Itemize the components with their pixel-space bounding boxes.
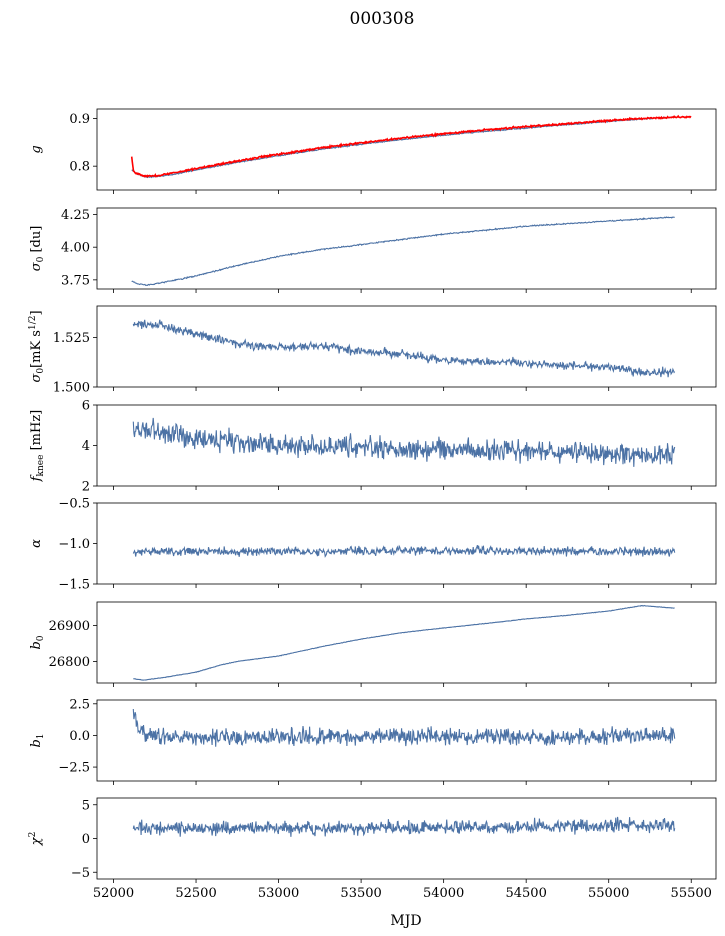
x-tick-label: 54000	[423, 886, 464, 901]
y-axis-label: fknee [mHz]	[29, 410, 46, 483]
series-line	[132, 816, 676, 837]
x-tick-label: 53500	[340, 886, 381, 901]
series-line	[132, 544, 676, 558]
axes-frame	[96, 699, 717, 782]
series-line	[130, 114, 692, 178]
series-line	[133, 604, 675, 681]
figure-title: 000308	[350, 9, 415, 29]
panel-4: 2 4 6 fknee [mHz]	[29, 399, 717, 495]
y-tick-label: 0.9	[69, 112, 90, 127]
y-axis-label: χ2	[28, 832, 44, 847]
axes-frame	[96, 207, 717, 290]
panel-2: 3.75 4.00 4.25 σ0 [du]	[29, 207, 717, 293]
y-tick-label: −1.5	[58, 578, 90, 593]
y-tick-label: 26800	[49, 655, 90, 670]
x-axis-label: MJD	[390, 913, 421, 929]
series-line	[132, 417, 676, 467]
y-tick-label: 4	[82, 439, 90, 454]
y-axis-label: σ0[mK s1/2]	[28, 310, 46, 382]
axes-frame	[96, 797, 717, 880]
y-tick-label: 4.00	[61, 241, 90, 256]
y-tick-label: 5	[82, 798, 90, 813]
y-axis-label: σ0 [du]	[29, 226, 46, 272]
axes-frame	[96, 108, 717, 191]
y-tick-label: 2	[82, 480, 90, 495]
axes-frame	[96, 601, 717, 684]
y-tick-label: −2.5	[58, 761, 90, 776]
axes-frame	[96, 502, 717, 585]
x-tick-label: 55000	[588, 886, 629, 901]
panel-8: −5 0 5 52000 52500 53000 53500 54000 54500 55000 5…	[28, 797, 717, 901]
series-line	[131, 116, 676, 179]
y-tick-label: 3.75	[61, 273, 90, 288]
x-tick-label: 52000	[93, 886, 134, 901]
y-tick-label: 6	[82, 399, 90, 414]
y-tick-label: −0.5	[58, 497, 90, 512]
panel-5: −1.5 −1.0 −0.5 α	[29, 497, 717, 593]
y-tick-label: 4.25	[61, 208, 90, 223]
x-tick-label: 54500	[505, 886, 546, 901]
series-line	[131, 216, 675, 286]
series-line	[132, 319, 676, 378]
y-axis-label: α	[29, 539, 44, 548]
y-axis-label: b0	[29, 635, 46, 649]
y-tick-label: 0.0	[69, 729, 90, 744]
y-tick-label: −5	[71, 866, 90, 881]
y-tick-label: 0	[82, 832, 90, 847]
series-line	[132, 708, 676, 747]
y-tick-label: 0.8	[69, 160, 90, 175]
y-axis-label: b1	[29, 733, 46, 747]
y-tick-label: 1.500	[53, 381, 90, 396]
y-tick-label: −1.0	[58, 537, 90, 552]
x-tick-label: 55500	[671, 886, 712, 901]
x-tick-label: 53000	[258, 886, 299, 901]
panel-1: 0.8 0.9 g	[29, 108, 717, 194]
panel-7: −2.5 0.0 2.5 b1	[29, 697, 717, 785]
y-tick-label: 1.525	[53, 331, 90, 346]
panel-3: 1.500 1.525 σ0[mK s1/2]	[28, 305, 717, 396]
x-tick-label: 52500	[175, 886, 216, 901]
y-axis-label: g	[29, 145, 44, 153]
y-tick-label: 2.5	[69, 697, 90, 712]
y-tick-label: 26900	[49, 619, 90, 634]
axes-frame	[96, 305, 717, 388]
